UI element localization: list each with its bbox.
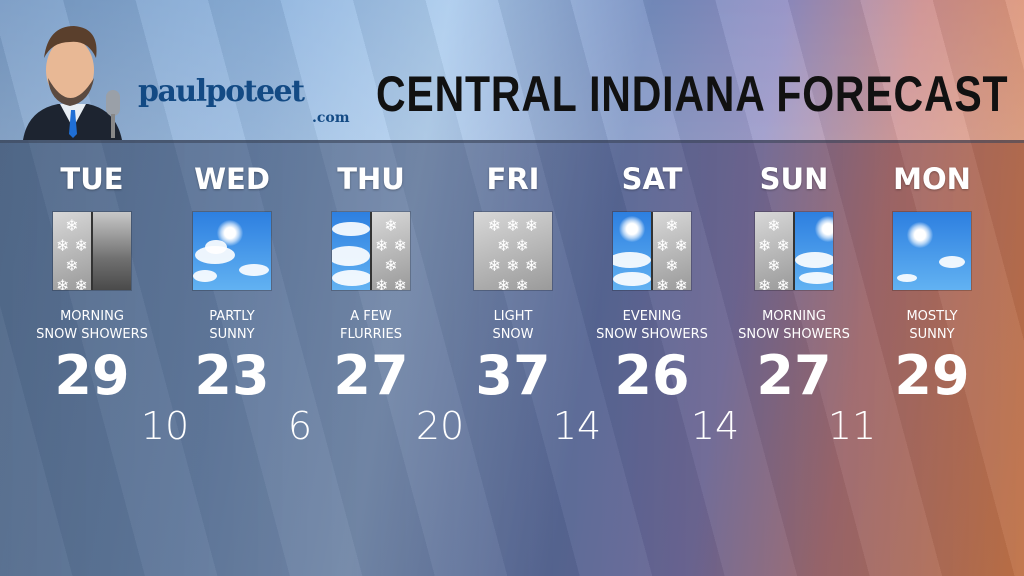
sky-half: [613, 212, 651, 290]
overcast-half: [91, 212, 131, 290]
brand-logo-suffix: .com: [312, 110, 350, 126]
condition-text: MORNING SNOW SHOWERS: [24, 308, 160, 344]
condition-text: PARTLY SUNNY: [164, 308, 300, 344]
condition-line-2: SNOW SHOWERS: [596, 327, 708, 342]
snow-sun-icon: ❄ ❄ ❄ ❄ ❄ ❄: [754, 211, 834, 291]
snow-icon: ❄ ❄ ❄ ❄ ❄ ❄ ❄ ❄ ❄ ❄: [473, 211, 553, 291]
condition-line-2: SUNNY: [909, 327, 955, 342]
condition-line-2: SNOW: [492, 327, 534, 342]
low-temp: 6: [287, 404, 313, 448]
condition-line-1: MORNING: [60, 309, 124, 324]
sun-icon: [619, 216, 645, 242]
cloud-icon: [799, 272, 833, 284]
condition-line-1: PARTLY: [209, 309, 255, 324]
condition-line-2: SNOW SHOWERS: [738, 327, 850, 342]
sky-half: [893, 212, 971, 290]
cloud-icon: [205, 240, 227, 254]
snow-half: ❄ ❄ ❄ ❄ ❄ ❄: [651, 212, 691, 290]
high-temp: 27: [756, 344, 832, 407]
header-band: [0, 0, 1024, 140]
low-temp: 11: [827, 404, 877, 448]
cloud-icon: [239, 264, 269, 276]
page-title: CENTRAL INDIANA FORECAST: [376, 66, 1009, 122]
cloud-icon: [613, 272, 651, 286]
condition-text: MOSTLY SUNNY: [864, 308, 1000, 344]
day-label: TUE: [60, 162, 124, 196]
high-temp: 29: [894, 344, 970, 407]
condition-line-2: SNOW SHOWERS: [36, 327, 148, 342]
snow-half: ❄ ❄ ❄ ❄ ❄ ❄: [53, 212, 91, 290]
forecast-day-sat: SAT ❄ ❄ ❄ ❄ ❄ ❄ EVENING SNOW SHOWERS 26: [584, 162, 720, 406]
condition-text: EVENING SNOW SHOWERS: [584, 308, 720, 344]
day-label: WED: [194, 162, 270, 196]
sun-snow-icon: ❄ ❄ ❄ ❄ ❄ ❄: [612, 211, 692, 291]
low-temp: 10: [140, 404, 190, 448]
condition-line-2: SUNNY: [209, 327, 255, 342]
high-temp: 23: [194, 344, 270, 407]
cloud-icon: [332, 270, 370, 286]
sky-half: [793, 212, 833, 290]
condition-text: MORNING SNOW SHOWERS: [726, 308, 862, 344]
mostly-sunny-icon: [892, 211, 972, 291]
clouds-flurries-icon: ❄ ❄ ❄ ❄ ❄ ❄: [331, 211, 411, 291]
cloud-icon: [332, 222, 370, 236]
brand-logo: paulpoteet: [138, 74, 305, 109]
sky-half: [332, 212, 370, 290]
low-temp: 14: [552, 404, 602, 448]
day-label: FRI: [486, 162, 540, 196]
sun-icon: [815, 216, 833, 242]
condition-text: LIGHT SNOW: [445, 308, 581, 344]
cloud-icon: [613, 252, 651, 268]
snow-overcast-icon: ❄ ❄ ❄ ❄ ❄ ❄: [52, 211, 132, 291]
cloud-icon: [939, 256, 965, 268]
condition-line-1: MOSTLY: [906, 309, 958, 324]
high-temp: 37: [475, 344, 551, 407]
snow-half: ❄ ❄ ❄ ❄ ❄ ❄: [370, 212, 410, 290]
partly-sunny-icon: [192, 211, 272, 291]
day-label: SUN: [759, 162, 829, 196]
sky-half: [193, 212, 271, 290]
day-label: MON: [893, 162, 971, 196]
cloud-icon: [193, 270, 217, 282]
forecast-day-wed: WED PARTLY SUNNY 23: [164, 162, 300, 406]
low-temp: 20: [415, 404, 465, 448]
cloud-icon: [897, 274, 917, 282]
high-temp: 29: [54, 344, 130, 407]
condition-text: A FEW FLURRIES: [303, 308, 439, 344]
condition-line-2: FLURRIES: [340, 327, 402, 342]
snow-half: ❄ ❄ ❄ ❄ ❄ ❄ ❄ ❄ ❄ ❄: [474, 212, 552, 290]
cloud-icon: [332, 246, 370, 266]
forecast-day-mon: MON MOSTLY SUNNY 29: [864, 162, 1000, 406]
condition-line-1: A FEW: [350, 309, 392, 324]
snow-half: ❄ ❄ ❄ ❄ ❄ ❄: [755, 212, 793, 290]
condition-line-1: EVENING: [622, 309, 682, 324]
forecast-day-tue: TUE ❄ ❄ ❄ ❄ ❄ ❄ MORNING SNOW SHOWERS 29: [24, 162, 160, 406]
forecast-day-sun: SUN ❄ ❄ ❄ ❄ ❄ ❄ MORNING SNOW SHOWERS 27: [726, 162, 862, 406]
cloud-icon: [795, 252, 833, 268]
day-label: THU: [337, 162, 405, 196]
high-temp: 26: [614, 344, 690, 407]
high-temp: 27: [333, 344, 409, 407]
day-label: SAT: [621, 162, 683, 196]
condition-line-1: LIGHT: [493, 309, 533, 324]
presenter-avatar: [23, 26, 122, 140]
forecast-day-thu: THU ❄ ❄ ❄ ❄ ❄ ❄ A FEW FLURRIES 27: [303, 162, 439, 406]
low-temp: 14: [690, 404, 740, 448]
forecast-day-fri: FRI ❄ ❄ ❄ ❄ ❄ ❄ ❄ ❄ ❄ ❄ LIGHT SNOW 37: [445, 162, 581, 406]
sun-icon: [907, 222, 933, 248]
condition-line-1: MORNING: [762, 309, 826, 324]
